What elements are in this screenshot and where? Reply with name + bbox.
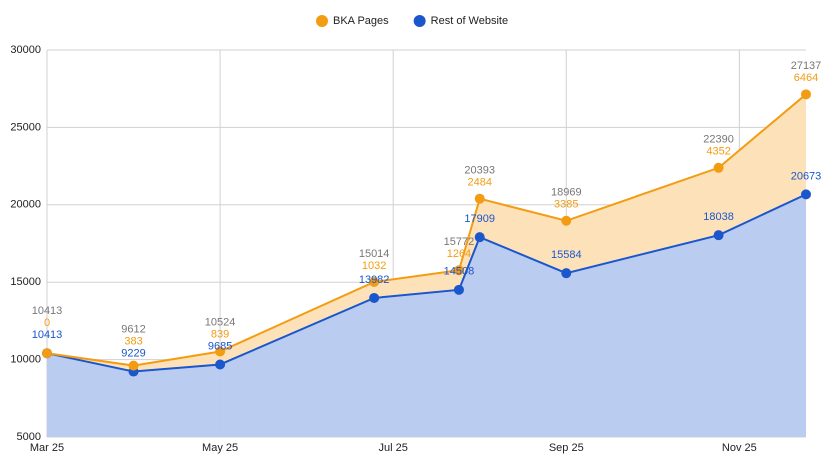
data-point (42, 348, 52, 359)
data-point (215, 359, 226, 370)
data-point (801, 189, 811, 200)
data-label: 1264 (447, 248, 471, 260)
total-label: 22390 (703, 134, 734, 146)
data-label: 9685 (208, 340, 232, 352)
y-tick-label: 15000 (10, 276, 41, 288)
y-tick-label: 30000 (10, 44, 41, 56)
total-label: 20393 (464, 165, 495, 177)
y-tick-label: 5000 (17, 431, 41, 443)
y-tick-label: 25000 (10, 121, 41, 133)
total-label: 15014 (359, 248, 390, 260)
y-tick-label: 20000 (10, 199, 41, 211)
legend-marker (316, 15, 328, 27)
data-point (474, 193, 485, 204)
data-point (369, 292, 380, 303)
data-label: 14508 (444, 266, 475, 278)
data-point (561, 215, 572, 226)
x-tick-label: Sep 25 (549, 442, 584, 454)
data-label: 9229 (121, 347, 145, 359)
data-point (369, 276, 380, 287)
data-label: 18038 (703, 211, 734, 223)
data-point (801, 89, 811, 100)
data-label: 1032 (362, 260, 386, 272)
legend-label: BKA Pages (333, 15, 389, 27)
total-label: 15772 (444, 236, 475, 248)
total-label: 9612 (121, 323, 145, 335)
x-tick-label: May 25 (202, 442, 238, 454)
data-point (474, 232, 485, 243)
data-label: 3385 (554, 199, 578, 211)
data-point (215, 346, 226, 357)
area-fill (47, 194, 806, 437)
data-point (453, 265, 464, 276)
total-label: 18969 (551, 187, 582, 199)
data-point (713, 162, 724, 173)
x-tick-label: Nov 25 (722, 442, 757, 454)
data-point (128, 360, 139, 371)
data-label: 15584 (551, 249, 582, 261)
data-label: 383 (124, 335, 142, 347)
data-label: 13982 (359, 274, 390, 286)
data-label: 10413 (32, 329, 63, 341)
data-label: 17909 (464, 213, 495, 225)
data-label: 4352 (706, 146, 730, 158)
x-tick-label: Jul 25 (379, 442, 408, 454)
data-point (561, 268, 572, 279)
data-point (453, 284, 464, 295)
data-label: 20673 (791, 170, 822, 182)
data-point (713, 230, 724, 241)
area-fill (47, 94, 806, 372)
total-label: 10413 (32, 305, 63, 317)
total-label: 27137 (791, 60, 822, 72)
data-label: 2484 (467, 177, 491, 189)
total-label: 10524 (205, 316, 236, 328)
x-tick-label: Mar 25 (30, 442, 64, 454)
legend-label: Rest of Website (431, 15, 508, 27)
data-label: 839 (211, 328, 229, 340)
y-tick-label: 10000 (10, 354, 41, 366)
data-label: 6464 (794, 72, 818, 84)
legend-marker (413, 15, 426, 27)
data-label: 0 (44, 317, 50, 329)
